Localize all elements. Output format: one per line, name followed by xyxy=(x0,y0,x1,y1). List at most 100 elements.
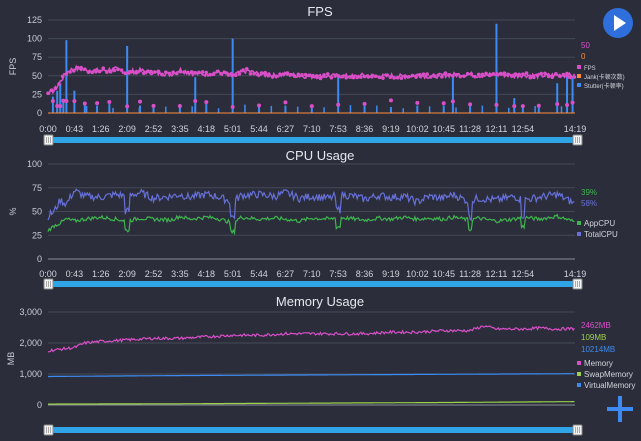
fps-point xyxy=(57,82,61,86)
legend-label: SwapMemory xyxy=(584,370,633,379)
fps-point xyxy=(406,74,411,79)
fps-point xyxy=(429,75,433,79)
fps-point xyxy=(388,75,393,80)
y-tick-label: 0 xyxy=(37,108,42,118)
fps-point xyxy=(119,68,124,72)
fps-drop-point xyxy=(570,100,575,105)
y-tick-label: 125 xyxy=(27,15,42,25)
fps-point xyxy=(554,72,558,76)
x-tick-label: 6:27 xyxy=(277,269,295,279)
fps-point xyxy=(248,71,253,76)
fps-drop-point xyxy=(230,105,235,110)
fps-point xyxy=(270,75,275,79)
x-tick-label: 12:54 xyxy=(512,124,535,134)
legend-swatch xyxy=(577,221,581,225)
x-tick-label: 12:54 xyxy=(512,269,535,279)
fps-point xyxy=(436,73,440,77)
add-button[interactable] xyxy=(606,395,634,423)
current-value: 10214MB xyxy=(581,345,615,354)
x-tick-label: 2:09 xyxy=(118,269,136,279)
legend-label: Stutter(卡顿率) xyxy=(584,82,624,90)
fps-point xyxy=(182,70,186,74)
swap-memory-line xyxy=(48,401,575,405)
x-tick-label: 0:00 xyxy=(39,124,57,134)
fps-point xyxy=(337,74,341,78)
fps-point xyxy=(465,71,470,76)
slider-track xyxy=(48,281,579,287)
fps-point xyxy=(510,74,514,78)
fps-point xyxy=(384,73,389,78)
x-tick-label: 10:02 xyxy=(406,124,429,134)
fps-point xyxy=(532,75,536,80)
chart-panel-3: Memory Usage MB 0 1,000 2,000 3,000 2462MB 109M… xyxy=(6,294,635,436)
fps-point xyxy=(152,70,157,74)
fps-drop-point xyxy=(50,99,55,104)
fps-point xyxy=(241,68,245,72)
time-range-slider[interactable] xyxy=(43,134,583,146)
fps-drop-point xyxy=(565,103,570,108)
fps-point xyxy=(219,71,223,76)
y-tick-label: 25 xyxy=(32,89,42,99)
y-tick-label: 50 xyxy=(32,207,42,217)
fps-drop-point xyxy=(204,100,209,105)
fps-point xyxy=(322,73,326,77)
fps-point xyxy=(447,72,452,77)
fps-drop-point xyxy=(512,104,517,109)
fps-point xyxy=(233,73,238,78)
fps-point xyxy=(425,72,429,76)
time-range-slider[interactable] xyxy=(43,424,583,436)
fps-point xyxy=(267,72,271,76)
fps-drop-point xyxy=(138,99,143,104)
fps-point xyxy=(373,74,378,79)
fps-point xyxy=(362,74,367,79)
legend-label: FPS xyxy=(584,66,596,72)
fps-point xyxy=(186,70,190,75)
y-axis-label: FPS xyxy=(8,58,18,76)
fps-drop-point xyxy=(468,102,473,107)
x-tick-label: 6:27 xyxy=(277,124,295,134)
x-tick-label: 1:26 xyxy=(92,269,110,279)
time-range-slider[interactable] xyxy=(43,278,583,290)
fps-point xyxy=(550,75,555,80)
fps-point xyxy=(274,74,279,79)
fps-point xyxy=(392,76,396,80)
fps-drop-point xyxy=(125,104,130,109)
fps-point xyxy=(211,72,216,76)
fps-drop-point xyxy=(362,101,367,106)
current-value: 50 xyxy=(581,41,590,50)
x-tick-label: 3:35 xyxy=(171,124,189,134)
fps-point xyxy=(539,71,544,76)
fps-drop-point xyxy=(82,101,87,106)
fps-point xyxy=(160,72,164,77)
fps-point xyxy=(557,74,562,78)
x-tick-label: 2:52 xyxy=(145,269,163,279)
fps-point xyxy=(421,72,426,76)
y-tick-label: 1,000 xyxy=(19,369,42,379)
fps-point xyxy=(476,72,481,77)
slider-track xyxy=(48,137,579,143)
legend-swatch xyxy=(577,361,581,365)
fps-point xyxy=(163,70,168,74)
play-button[interactable] xyxy=(603,8,633,38)
fps-drop-point xyxy=(72,99,77,104)
x-tick-label: 9:19 xyxy=(382,124,400,134)
fps-point xyxy=(105,70,109,74)
legend-swatch xyxy=(577,232,581,236)
chart-title: CPU Usage xyxy=(286,148,355,163)
y-axis-label: % xyxy=(8,207,18,215)
fps-drop-point xyxy=(450,99,455,104)
fps-point xyxy=(528,75,533,80)
fps-point xyxy=(285,71,290,75)
fps-drop-point xyxy=(309,104,314,109)
fps-point xyxy=(303,72,308,77)
x-tick-label: 2:52 xyxy=(145,124,163,134)
fps-point xyxy=(399,76,404,81)
fps-drop-point xyxy=(555,102,560,107)
fps-point xyxy=(259,71,264,75)
fps-point xyxy=(79,65,83,70)
fps-point xyxy=(230,73,234,78)
legend-swatch xyxy=(577,372,581,376)
fps-point xyxy=(355,75,360,80)
fps-point xyxy=(521,72,525,76)
fps-drop-point xyxy=(95,101,100,106)
